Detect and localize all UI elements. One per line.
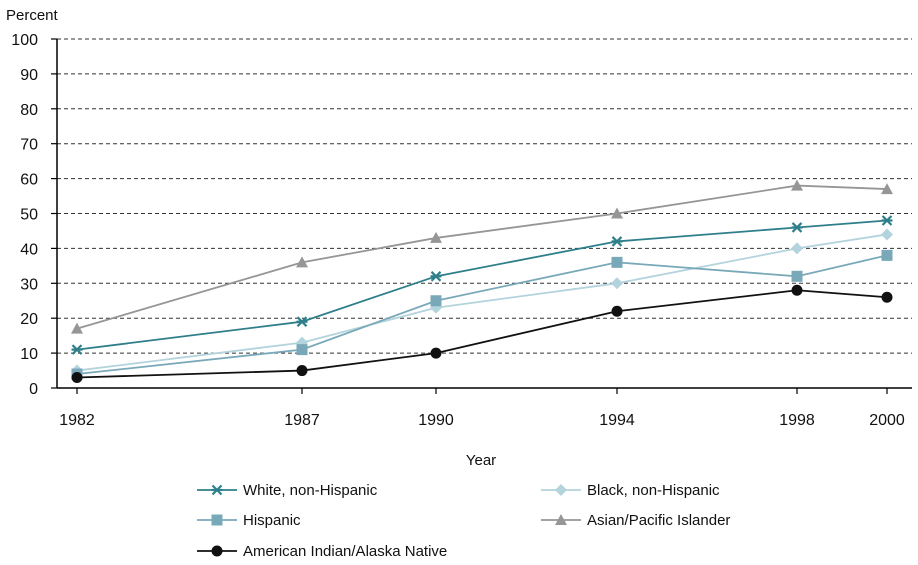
series-asian-pacific-islander [71, 179, 893, 334]
data-point [611, 207, 623, 219]
data-point [881, 228, 893, 241]
data-point [71, 344, 83, 355]
legend-label: Asian/Pacific Islander [587, 512, 730, 529]
series-hispanic [71, 249, 893, 380]
legend-item: Black, non-Hispanic [541, 482, 720, 499]
x-tick-label: 1998 [779, 412, 815, 429]
data-point [791, 270, 803, 282]
series-american-indian-alaska-native [71, 284, 893, 384]
y-tick-label: 80 [20, 102, 38, 119]
series-line [76, 254, 888, 375]
legend: White, non-Hispanic Black, non-Hispanic Hi… [197, 482, 730, 560]
y-tick-label: 90 [20, 67, 38, 84]
legend-label: Hispanic [243, 512, 301, 529]
legend-label: American Indian/Alaska Native [243, 543, 447, 560]
data-point [430, 347, 442, 359]
data-point [71, 372, 83, 384]
x-tick-label: 1994 [599, 412, 635, 429]
data-point [430, 295, 442, 307]
data-point [791, 179, 803, 191]
data-point [881, 249, 893, 261]
y-tick-label: 0 [29, 381, 38, 398]
data-point [611, 256, 623, 268]
legend-marker [211, 514, 223, 526]
data-point [296, 365, 308, 377]
legend-marker [555, 514, 567, 525]
data-point [881, 215, 893, 226]
data-point [791, 222, 803, 233]
x-axis: 1982 1987 1990 1994 1998 2000 [57, 387, 912, 429]
x-tick-label: 2000 [869, 412, 905, 429]
legend-marker [555, 484, 567, 496]
data-point [611, 305, 623, 317]
data-point [296, 316, 308, 327]
series-line [76, 219, 888, 351]
data-point [430, 231, 442, 243]
data-point [71, 322, 83, 334]
x-tick-label: 1987 [284, 412, 320, 429]
data-point [881, 183, 893, 195]
y-tick-label: 20 [20, 311, 38, 328]
x-axis-title: Year [466, 452, 496, 469]
x-tick-label: 1990 [418, 412, 454, 429]
legend-item: Hispanic [197, 512, 301, 529]
legend-item: Asian/Pacific Islander [541, 512, 730, 529]
y-tick-label: 70 [20, 137, 38, 154]
data-point [611, 277, 623, 290]
legend-label: White, non-Hispanic [243, 482, 378, 499]
legend-marker [211, 545, 223, 557]
data-point [791, 284, 803, 296]
data-point [611, 236, 623, 247]
data-point [296, 256, 308, 268]
y-axis-title: Percent [6, 7, 59, 24]
series-white-non-hispanic [71, 215, 893, 355]
y-tick-label: 30 [20, 276, 38, 293]
data-point [791, 242, 803, 255]
grid-lines [57, 38, 912, 354]
x-tick-label: 1982 [59, 412, 95, 429]
y-tick-label: 60 [20, 172, 38, 189]
y-tick-label: 100 [11, 32, 38, 49]
legend-label: Black, non-Hispanic [587, 482, 720, 499]
series-line [76, 184, 888, 330]
y-tick-label: 10 [20, 346, 38, 363]
legend-item: American Indian/Alaska Native [197, 543, 447, 560]
series-line [76, 233, 888, 372]
data-point [430, 271, 442, 282]
series-black-non-hispanic [71, 228, 893, 377]
data-point [881, 291, 893, 303]
data-point [296, 344, 308, 356]
legend-item: White, non-Hispanic [197, 482, 378, 499]
series-lines [71, 179, 893, 384]
y-tick-label: 50 [20, 207, 38, 224]
legend-marker [211, 484, 223, 496]
series-line [76, 289, 888, 379]
y-tick-label: 40 [20, 241, 38, 258]
y-axis: 0 10 20 30 40 50 60 70 80 90 100 [11, 32, 58, 398]
